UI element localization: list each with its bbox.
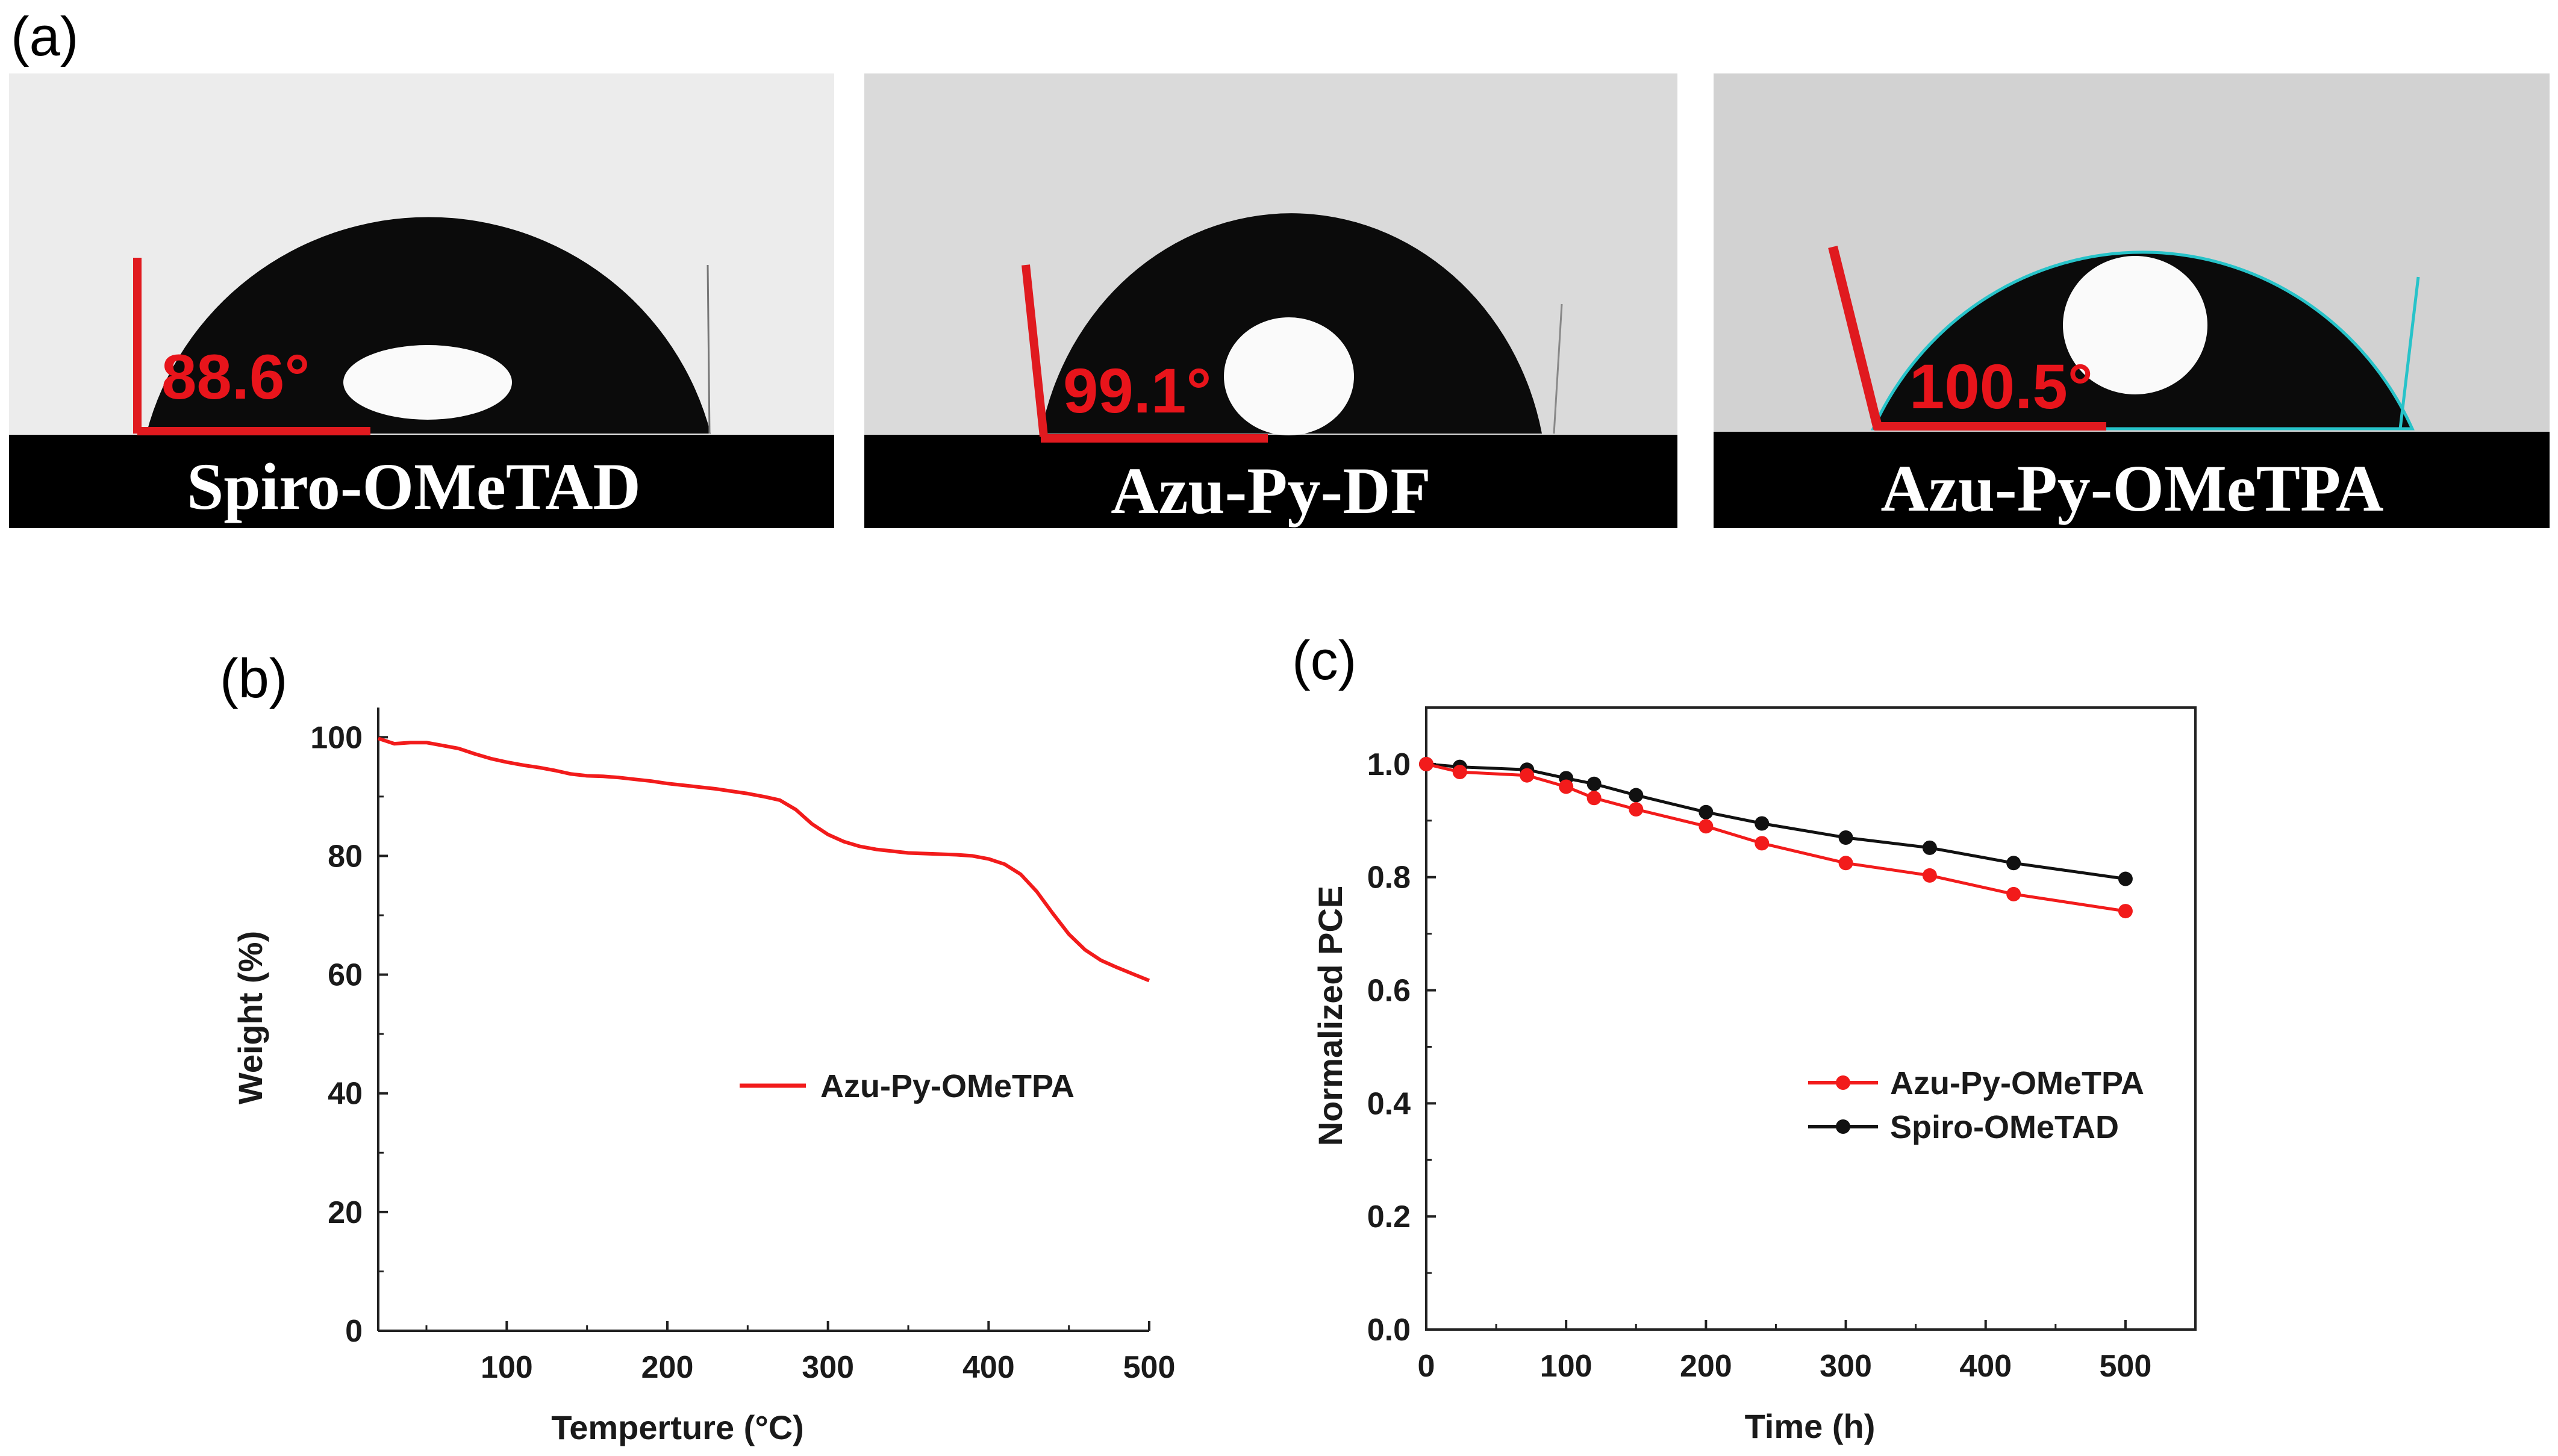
chart-c-x-tick-label: 300 bbox=[1820, 1349, 1872, 1384]
chart-c-series-1-point bbox=[1559, 779, 1574, 794]
image-1-caption: Spiro-OMeTAD bbox=[187, 450, 641, 523]
chart-c-series-2-point bbox=[1755, 816, 1770, 831]
chart-c-series-1-point bbox=[2006, 886, 2021, 901]
contact-angle-image-2: 99.1° Azu-Py-DF bbox=[864, 73, 1677, 528]
chart-c-y-tick-label: 0.8 bbox=[1367, 860, 1411, 895]
chart-b-y-tick-label: 60 bbox=[328, 958, 363, 993]
chart-b-x-tick-label: 300 bbox=[802, 1350, 854, 1385]
image-2-angle-label: 99.1° bbox=[1063, 356, 1211, 426]
image-1-angle-label: 88.6° bbox=[161, 342, 310, 412]
chart-c-series-1-point bbox=[1452, 765, 1467, 780]
image-3-caption: Azu-Py-OMeTPA bbox=[1881, 452, 2384, 525]
chart-c-letter: (c) bbox=[1292, 630, 1356, 691]
image-3-angle-vertical bbox=[1828, 246, 1883, 430]
chart-b-y-tick-label: 40 bbox=[328, 1077, 363, 1112]
chart-b-y-tick-label: 0 bbox=[345, 1314, 363, 1349]
chart-c-frame bbox=[1425, 706, 2197, 1331]
image-2-droplet-highlight bbox=[1224, 317, 1354, 435]
chart-c-x-tick-label: 100 bbox=[1540, 1349, 1593, 1384]
image-2-needle-shadow bbox=[1553, 303, 1563, 434]
chart-c-series-1-point bbox=[1629, 802, 1644, 817]
chart-c-x-title: Time (h) bbox=[1745, 1407, 1876, 1445]
chart-c-y-title: Normalized PCE bbox=[1311, 886, 1349, 1146]
chart-b-legend: Azu-Py-OMeTPA bbox=[740, 1068, 1075, 1104]
chart-c-series-1-point bbox=[2118, 904, 2133, 919]
chart-c-y-tick-label: 1.0 bbox=[1367, 747, 1411, 782]
chart-c-y-tick-label: 0.0 bbox=[1367, 1313, 1411, 1348]
image-1-needle-shadow bbox=[707, 264, 711, 434]
chart-c-x-tick-label: 400 bbox=[1959, 1349, 2012, 1384]
image-3-needle-shadow bbox=[2398, 276, 2420, 429]
chart-b-series-1-line bbox=[378, 736, 1150, 983]
chart-b-x-tick-label: 100 bbox=[481, 1350, 533, 1385]
chart-c-x-tick-label: 200 bbox=[1680, 1349, 1732, 1384]
chart-c-series-2-point bbox=[2006, 856, 2021, 871]
chart-b-letter: (b) bbox=[220, 648, 287, 709]
chart-c-series-1-point bbox=[1922, 868, 1937, 883]
chart-b-y-title: Weight (%) bbox=[231, 931, 269, 1104]
chart-c-legend-marker-2 bbox=[1836, 1119, 1850, 1134]
chart-c-series-2-point bbox=[1922, 840, 1937, 855]
chart-c-series-2-point bbox=[1838, 830, 1853, 845]
chart-c-series-2-point bbox=[1699, 804, 1714, 820]
chart-c-series-1-point bbox=[1699, 819, 1714, 834]
chart-b-y-tick-label: 20 bbox=[328, 1195, 363, 1230]
image-1-droplet-highlight bbox=[343, 345, 512, 420]
chart-c-plot-area: 0 100 200 300 400 500 0.0 0.2 0.4 0.6 0.8 1.0 bbox=[1367, 706, 2197, 1384]
chart-c-series-2-line bbox=[1426, 762, 2126, 880]
chart-c-y-tick-label: 0.4 bbox=[1367, 1086, 1411, 1121]
chart-b-y-tick-label: 80 bbox=[328, 839, 363, 874]
chart-c-legend-label-2: Spiro-OMeTAD bbox=[1890, 1109, 2119, 1145]
chart-c-series-1-point bbox=[1755, 836, 1770, 851]
chart-b-x-title: Temperture (°C) bbox=[551, 1408, 804, 1446]
chart-c-series-1-point bbox=[1419, 756, 1433, 771]
chart-c-y-tick-label: 0.2 bbox=[1367, 1199, 1411, 1234]
chart-b-y-tick-label: 100 bbox=[310, 720, 363, 755]
chart-c-series-1-point bbox=[1520, 768, 1535, 783]
image-3-angle-label: 100.5° bbox=[1909, 352, 2093, 422]
chart-c: (c) Time (h) Normalized PCE 0 100 200 300 40… bbox=[1292, 630, 2197, 1445]
chart-c-x-tick-label: 500 bbox=[2100, 1349, 2152, 1384]
chart-c-series-2-point bbox=[1629, 788, 1644, 803]
chart-b-x-tick-label: 400 bbox=[962, 1350, 1015, 1385]
chart-c-series-2-point bbox=[1586, 776, 1602, 791]
chart-c-x-tick-label: 0 bbox=[1418, 1349, 1435, 1384]
chart-c-y-tick-label: 0.6 bbox=[1367, 974, 1411, 1009]
image-2-substrate bbox=[864, 435, 1677, 528]
chart-b-x-tick-label: 500 bbox=[1123, 1350, 1176, 1385]
chart-c-series-1-point bbox=[1838, 856, 1853, 871]
chart-b-plot-area: 100 200 300 400 500 0 20 40 60 80 100 bbox=[310, 708, 1175, 1385]
chart-c-legend-marker-1 bbox=[1836, 1075, 1850, 1090]
contact-angle-image-1: 88.6° Spiro-OMeTAD bbox=[9, 73, 834, 528]
image-3-substrate bbox=[1714, 432, 2550, 528]
image-1-substrate bbox=[9, 435, 834, 528]
image-2-caption: Azu-Py-DF bbox=[1111, 454, 1431, 527]
image-3-droplet-highlight bbox=[2063, 256, 2207, 394]
chart-b: (b) Temperture (°C) Weight (%) 100 200 300… bbox=[220, 648, 1175, 1446]
image-1-droplet bbox=[146, 217, 711, 434]
chart-c-series-2-point bbox=[2118, 871, 2133, 886]
chart-b-x-tick-label: 200 bbox=[641, 1350, 694, 1385]
chart-c-series-1-line bbox=[1426, 762, 2126, 913]
chart-b-legend-label: Azu-Py-OMeTPA bbox=[820, 1068, 1075, 1104]
chart-c-series-1-point bbox=[1586, 791, 1602, 806]
contact-angle-image-3: 100.5° Azu-Py-OMeTPA bbox=[1714, 73, 2550, 528]
chart-c-legend: Azu-Py-OMeTPA Spiro-OMeTAD bbox=[1808, 1065, 2144, 1145]
chart-c-legend-label-1: Azu-Py-OMeTPA bbox=[1890, 1065, 2144, 1101]
image-2-angle-vertical bbox=[1022, 264, 1048, 437]
panel-a-letter: (a) bbox=[11, 6, 78, 67]
